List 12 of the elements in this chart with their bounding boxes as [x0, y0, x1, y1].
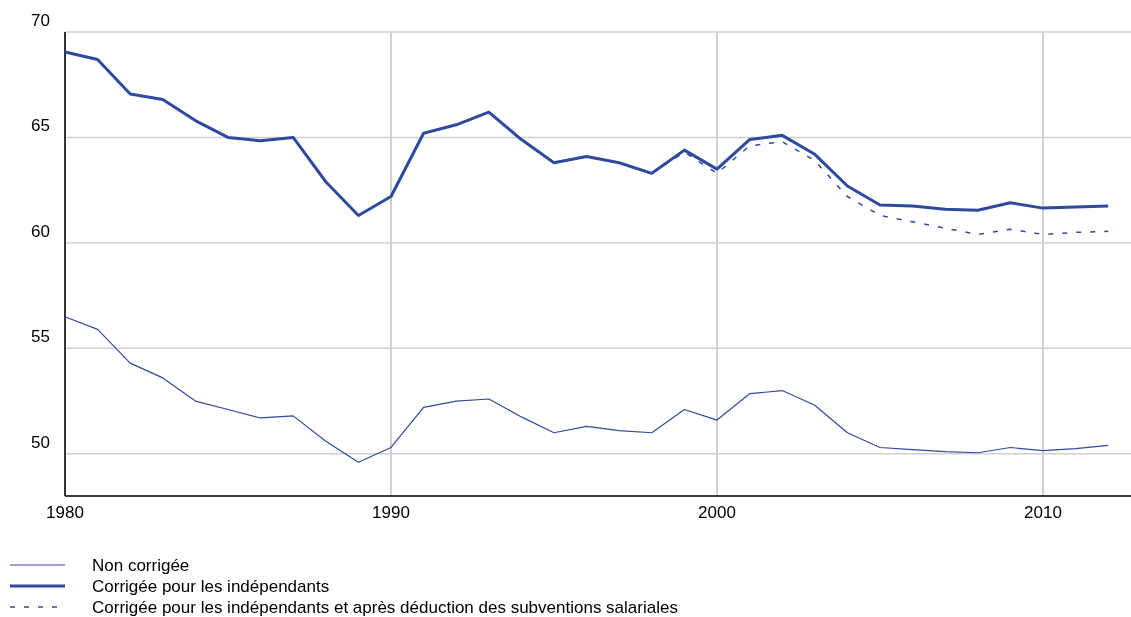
- y-tick-label: 60: [31, 221, 50, 241]
- x-tick-label: 2000: [698, 503, 736, 522]
- legend-label: Corrigée pour les indépendants et après déduction des subventions salariales: [92, 598, 678, 617]
- y-tick-label: 70: [31, 11, 50, 30]
- y-tick-label: 50: [31, 432, 50, 452]
- legend-label: Corrigée pour les indépendants: [92, 577, 330, 596]
- x-tick-label: 1980: [46, 503, 84, 522]
- y-tick-label: 55: [31, 327, 50, 347]
- legend-label: Non corrigée: [92, 556, 190, 575]
- x-tick-label: 2010: [1024, 503, 1062, 522]
- x-tick-label: 1990: [372, 503, 410, 522]
- y-tick-label: 65: [31, 116, 50, 136]
